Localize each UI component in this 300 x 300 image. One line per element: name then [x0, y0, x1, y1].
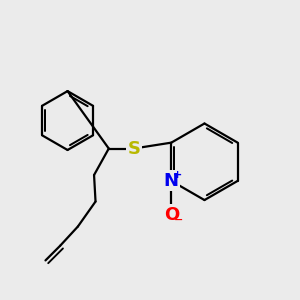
Text: S: S	[127, 140, 140, 158]
Text: +: +	[173, 170, 182, 180]
Text: −: −	[174, 215, 183, 225]
Text: N: N	[164, 172, 179, 190]
Text: O: O	[164, 206, 179, 224]
